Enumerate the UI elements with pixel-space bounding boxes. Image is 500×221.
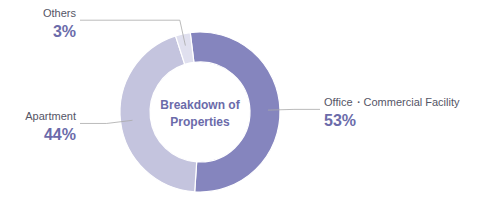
svg-text:44%: 44% xyxy=(44,126,76,143)
svg-text:Properties: Properties xyxy=(170,115,230,129)
svg-text:Breakdown of: Breakdown of xyxy=(160,98,240,112)
svg-text:Apartment: Apartment xyxy=(25,110,76,122)
svg-text:3%: 3% xyxy=(53,23,76,40)
svg-text:Others: Others xyxy=(43,7,77,19)
svg-text:Office・Commercial Facility: Office・Commercial Facility xyxy=(324,96,460,108)
svg-text:53%: 53% xyxy=(324,112,356,129)
